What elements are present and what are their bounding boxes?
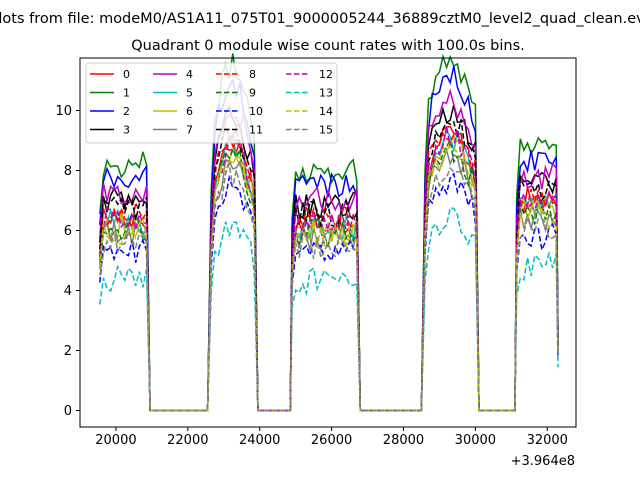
legend-label-15: 15 bbox=[319, 124, 333, 137]
y-tick-label: 0 bbox=[64, 404, 72, 419]
legend-label-6: 6 bbox=[186, 105, 193, 118]
legend-label-8: 8 bbox=[249, 68, 256, 81]
x-tick-label: 30000 bbox=[455, 433, 496, 448]
axes-layer: 20000 22000 24000 26000 28000 30000 32000 0 2 4 6 8… bbox=[55, 104, 567, 448]
legend-label-2: 2 bbox=[123, 105, 130, 118]
y-tick-label: 4 bbox=[64, 284, 72, 299]
legend-label-13: 13 bbox=[319, 87, 333, 100]
legend-label-12: 12 bbox=[319, 68, 333, 81]
legend-label-5: 5 bbox=[186, 87, 193, 100]
legend-label-0: 0 bbox=[123, 68, 130, 81]
legend-label-1: 1 bbox=[123, 87, 130, 100]
chart-title: Quadrant 0 module wise count rates with … bbox=[131, 38, 525, 54]
x-tick-label: 20000 bbox=[95, 433, 136, 448]
x-tick-label: 28000 bbox=[383, 433, 424, 448]
legend-label-14: 14 bbox=[319, 105, 333, 118]
figure-suptitle: Plots from file: modeM0/AS1A11_075T01_90… bbox=[0, 11, 640, 27]
x-tick-label: 22000 bbox=[167, 433, 208, 448]
x-tick-label: 26000 bbox=[311, 433, 352, 448]
y-tick-label: 6 bbox=[64, 224, 72, 239]
series-layer bbox=[99, 53, 559, 412]
x-tick-label: 24000 bbox=[239, 433, 280, 448]
legend-label-4: 4 bbox=[186, 68, 193, 81]
y-tick-label: 8 bbox=[64, 164, 72, 179]
legend-label-10: 10 bbox=[249, 105, 263, 118]
plot-frame bbox=[79, 57, 577, 428]
x-tick-label: 32000 bbox=[527, 433, 568, 448]
legend-label-7: 7 bbox=[186, 124, 193, 137]
y-tick-label: 2 bbox=[64, 344, 72, 359]
x-offset-label: +3.964e8 bbox=[511, 454, 575, 469]
legend-label-3: 3 bbox=[123, 124, 130, 137]
legend-label-9: 9 bbox=[249, 87, 256, 100]
series-line-15 bbox=[99, 160, 559, 412]
legend-label-11: 11 bbox=[249, 124, 263, 137]
y-tick-label: 10 bbox=[55, 104, 72, 119]
legend-box bbox=[85, 62, 338, 144]
series-line-10 bbox=[99, 172, 559, 412]
